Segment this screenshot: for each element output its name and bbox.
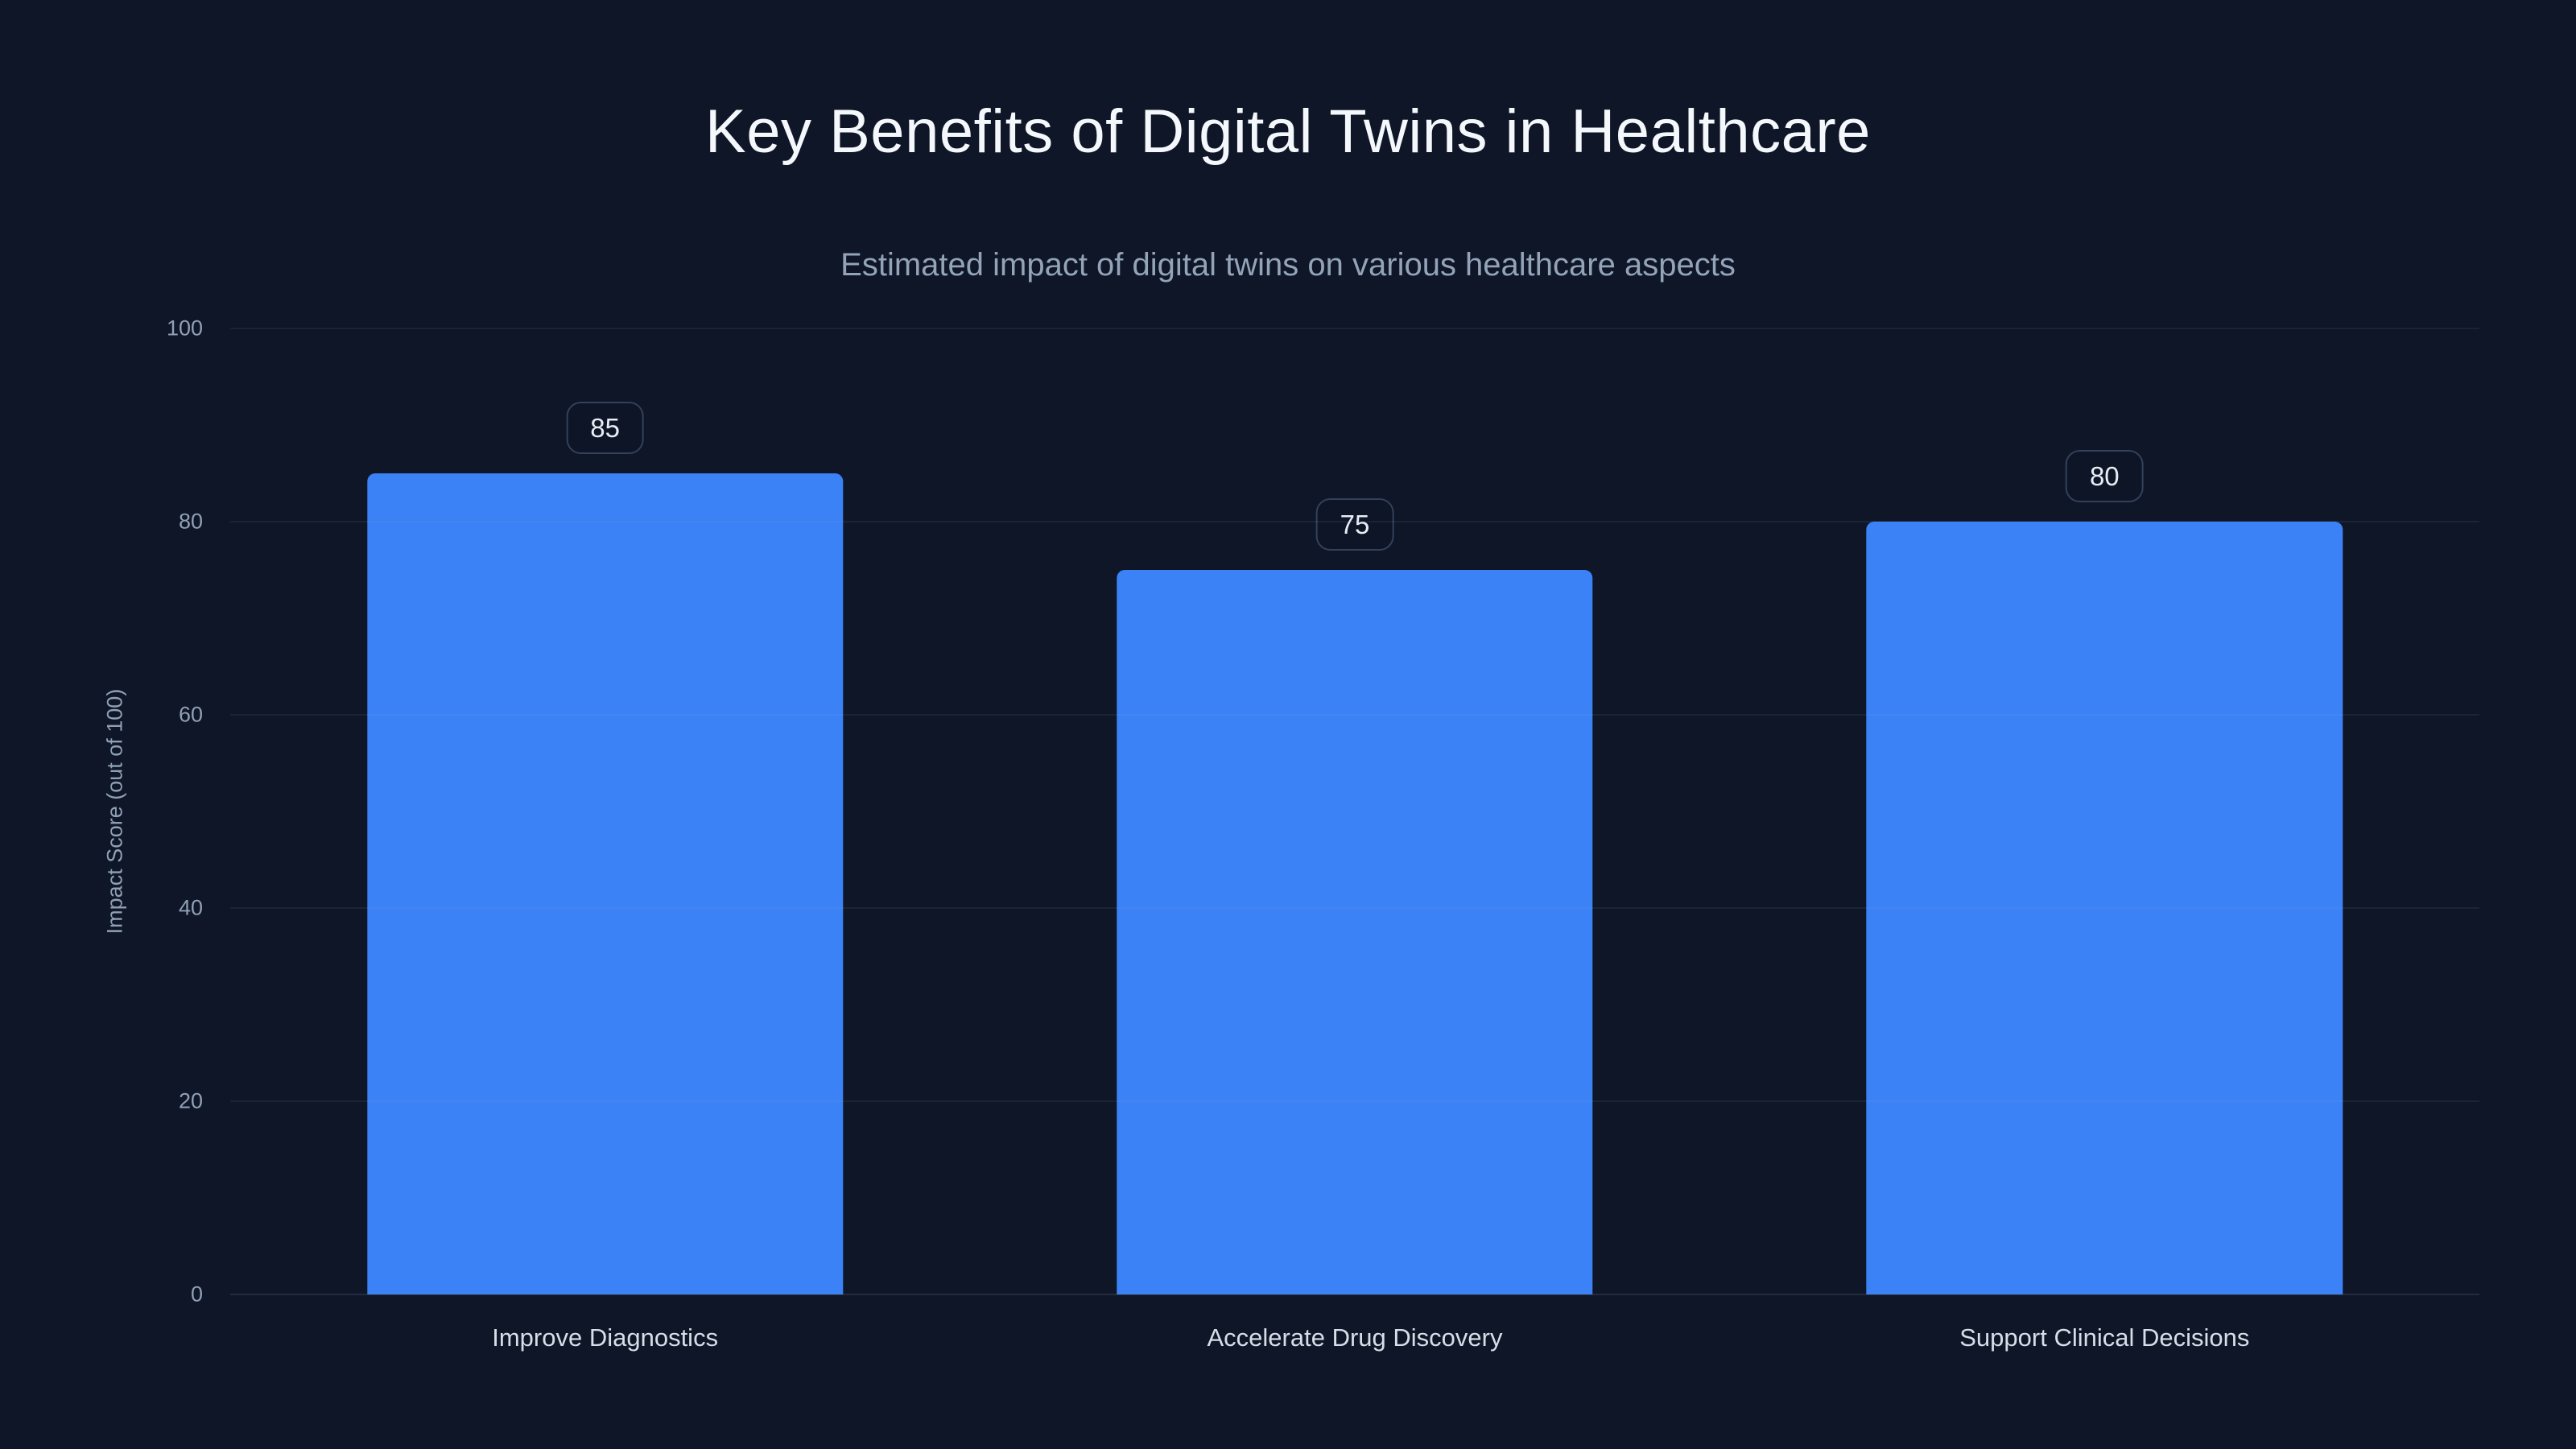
gridline-0 bbox=[230, 1294, 2479, 1295]
bar-accelerate-drug-discovery[interactable] bbox=[1117, 570, 1593, 1294]
value-badge-support-clinical-decisions: 80 bbox=[2065, 450, 2144, 502]
bar-slot-accelerate-drug-discovery: 75 Accelerate Drug Discovery bbox=[980, 328, 1729, 1352]
y-tick-label-100: 100 bbox=[166, 316, 203, 341]
bar-support-clinical-decisions[interactable] bbox=[1866, 522, 2343, 1294]
gridline-20 bbox=[230, 1100, 2479, 1102]
plot-area: 85 Improve Diagnostics 75 Accelerate Drug D… bbox=[167, 317, 2479, 1352]
gridline-40 bbox=[230, 907, 2479, 909]
bar-slots: 85 Improve Diagnostics 75 Accelerate Drug D… bbox=[230, 328, 2479, 1352]
value-badge-improve-diagnostics: 85 bbox=[566, 402, 645, 454]
bar-improve-diagnostics[interactable] bbox=[366, 473, 844, 1294]
y-tick-label-80: 80 bbox=[178, 509, 203, 534]
gridline-100 bbox=[230, 328, 2479, 329]
chart-subtitle: Estimated impact of digital twins on var… bbox=[840, 247, 1736, 283]
bar-slot-improve-diagnostics: 85 Improve Diagnostics bbox=[230, 328, 980, 1352]
category-label-support-clinical-decisions: Support Clinical Decisions bbox=[1959, 1323, 2250, 1352]
y-tick-label-60: 60 bbox=[178, 702, 203, 727]
gridline-80 bbox=[230, 521, 2479, 522]
bar-slot-support-clinical-decisions: 80 Support Clinical Decisions bbox=[1730, 328, 2479, 1352]
y-tick-label-0: 0 bbox=[190, 1282, 203, 1307]
y-tick-label-40: 40 bbox=[178, 895, 203, 920]
chart-title: Key Benefits of Digital Twins in Healthc… bbox=[705, 97, 1871, 166]
category-label-improve-diagnostics: Improve Diagnostics bbox=[492, 1323, 719, 1352]
value-badge-accelerate-drug-discovery: 75 bbox=[1315, 498, 1394, 551]
gridline-60 bbox=[230, 714, 2479, 716]
y-tick-label-20: 20 bbox=[178, 1088, 203, 1113]
y-axis-title: Impact Score (out of 100) bbox=[102, 688, 127, 935]
category-label-accelerate-drug-discovery: Accelerate Drug Discovery bbox=[1207, 1323, 1503, 1352]
